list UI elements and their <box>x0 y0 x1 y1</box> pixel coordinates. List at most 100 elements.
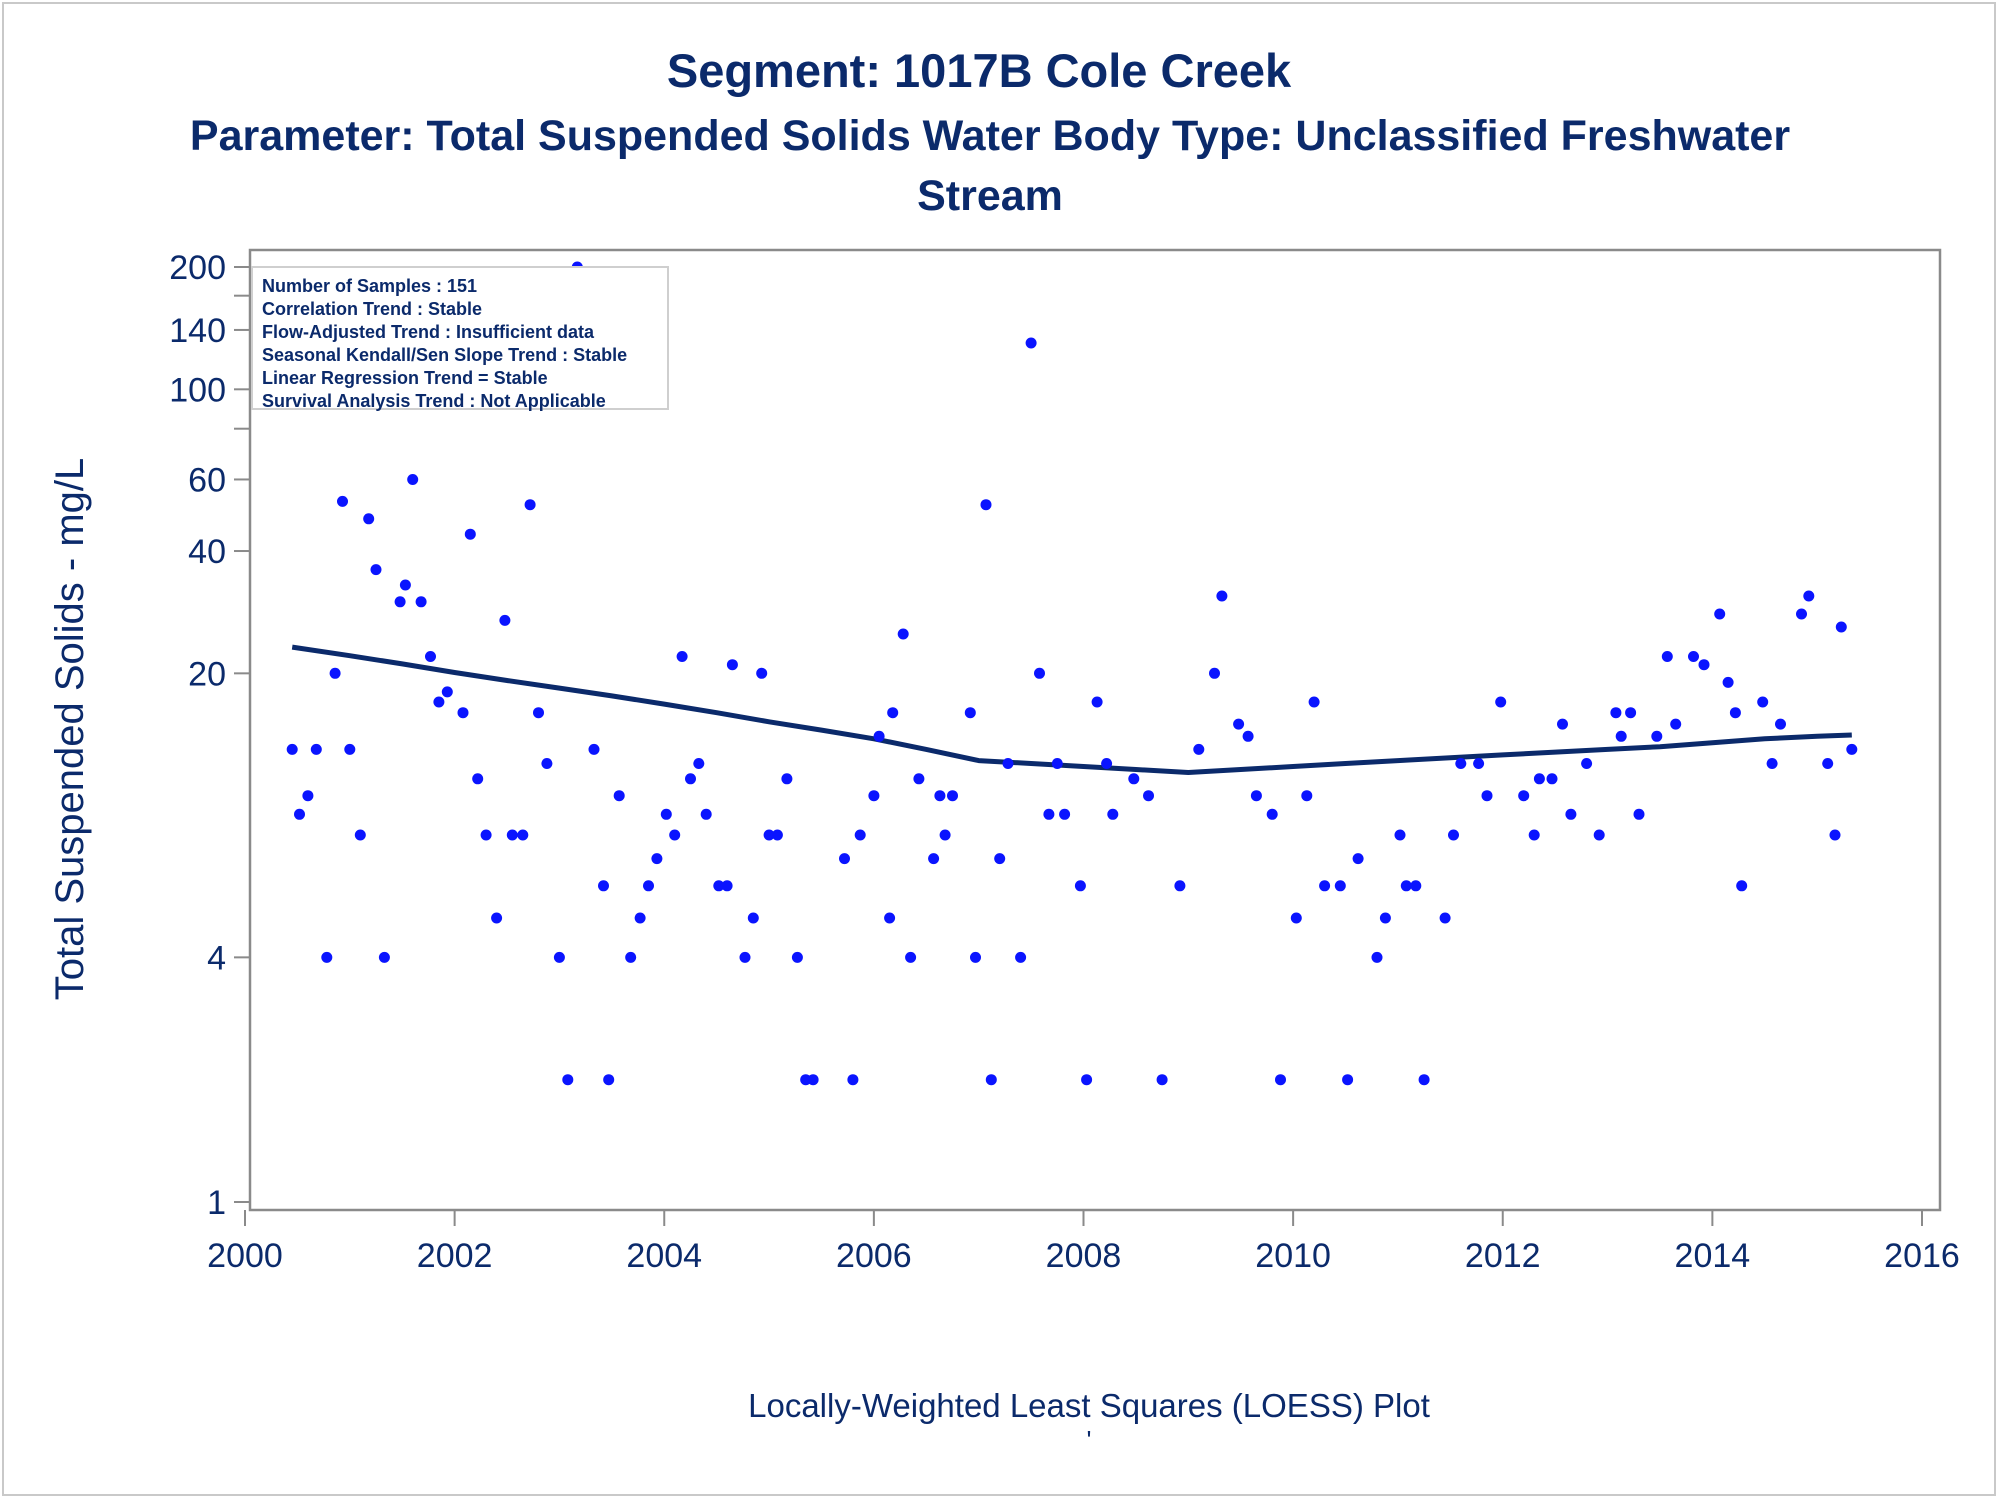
scatter-points <box>286 261 1858 1086</box>
data-point <box>294 808 305 820</box>
data-point <box>1829 829 1841 841</box>
data-point <box>660 808 672 820</box>
data-point <box>1081 1074 1093 1086</box>
data-point <box>1688 651 1699 662</box>
data-point <box>1143 790 1154 802</box>
y-tick-label: 4 <box>207 939 226 977</box>
data-point <box>1290 912 1302 924</box>
loess-chart: Segment: 1017B Cole Creek Parameter: Tot… <box>48 44 1960 1455</box>
data-point <box>321 951 333 963</box>
data-point <box>1275 1074 1286 1086</box>
data-point <box>613 790 625 802</box>
x-tick-label: 2010 <box>1255 1237 1331 1275</box>
x-axis: 2000 2002 2004 2006 2008 2010 2012 2014 2016 <box>207 1210 1960 1275</box>
loess-layer <box>291 644 1852 775</box>
data-point <box>713 880 725 892</box>
data-point <box>464 528 476 540</box>
data-point <box>1481 790 1493 802</box>
data-point <box>1128 773 1140 785</box>
data-point <box>506 829 518 841</box>
data-point <box>472 773 484 785</box>
data-point <box>651 853 663 865</box>
data-point <box>747 912 759 924</box>
data-point <box>1091 696 1103 708</box>
data-point <box>1209 667 1220 679</box>
data-point <box>1455 758 1467 769</box>
data-point <box>947 790 958 802</box>
data-point <box>1803 590 1815 602</box>
y-tick-label: 1 <box>207 1184 226 1222</box>
data-point <box>939 829 951 841</box>
data-point <box>1059 808 1071 820</box>
data-point <box>934 790 946 802</box>
data-point <box>517 829 529 841</box>
plot-area <box>248 248 1942 1212</box>
data-point <box>1400 880 1412 892</box>
data-point <box>310 743 322 755</box>
data-point <box>415 596 427 608</box>
data-point <box>634 912 646 924</box>
data-point <box>1473 758 1485 769</box>
data-point <box>1766 758 1778 769</box>
data-point <box>1698 659 1710 671</box>
data-point <box>1565 808 1577 820</box>
chart-subtitle-line-1: Parameter: Total Suspended Solids Water … <box>190 112 1790 160</box>
data-point <box>1156 1074 1168 1086</box>
data-point <box>399 579 411 591</box>
loess-line <box>291 644 1852 775</box>
data-point <box>985 1074 997 1086</box>
data-point <box>1518 790 1530 802</box>
data-point <box>854 829 866 841</box>
data-point <box>1651 730 1663 742</box>
data-point <box>433 696 445 708</box>
x-tick-label: 2004 <box>626 1237 702 1275</box>
data-point <box>457 707 469 719</box>
data-point <box>1051 758 1063 769</box>
data-point <box>1242 730 1254 742</box>
data-point <box>1308 696 1320 708</box>
data-point <box>1796 608 1807 620</box>
data-point <box>807 1074 819 1086</box>
data-point <box>1448 829 1459 841</box>
data-point <box>378 951 390 963</box>
stats-line: Correlation Trend : Stable <box>262 299 482 319</box>
data-point <box>1736 880 1748 892</box>
data-point <box>1015 951 1027 963</box>
data-point <box>1528 829 1540 841</box>
data-point <box>1301 790 1313 802</box>
data-point <box>970 951 981 963</box>
data-point <box>499 614 511 626</box>
chart-title: Segment: 1017B Cole Creek <box>667 44 1292 97</box>
data-point <box>370 564 382 576</box>
x-tick-label: 2002 <box>417 1237 493 1275</box>
y-tick-label: 100 <box>169 371 226 409</box>
data-point <box>553 951 565 963</box>
data-point <box>1233 718 1245 730</box>
data-point <box>588 743 600 755</box>
data-point <box>1822 758 1834 769</box>
stats-line: Linear Regression Trend = Stable <box>262 368 548 388</box>
data-point <box>603 1074 615 1086</box>
data-point <box>726 659 738 671</box>
data-point <box>480 829 492 841</box>
data-point <box>394 596 406 608</box>
x-tick-label: 2008 <box>1046 1237 1122 1275</box>
data-point <box>905 951 917 963</box>
data-point <box>625 951 637 963</box>
data-point <box>913 773 925 785</box>
data-point <box>1193 743 1205 755</box>
x-tick-label: 2006 <box>836 1237 912 1275</box>
x-tick-label: 2000 <box>207 1237 283 1275</box>
data-point <box>1025 337 1037 349</box>
data-point <box>1835 621 1847 633</box>
data-point <box>363 513 375 525</box>
data-point <box>533 707 544 719</box>
data-point <box>700 808 712 820</box>
data-point <box>1729 707 1741 719</box>
data-point <box>884 912 896 924</box>
data-point <box>1342 1074 1354 1086</box>
data-point <box>1002 758 1014 769</box>
data-point <box>1714 608 1726 620</box>
data-point <box>1043 808 1055 820</box>
